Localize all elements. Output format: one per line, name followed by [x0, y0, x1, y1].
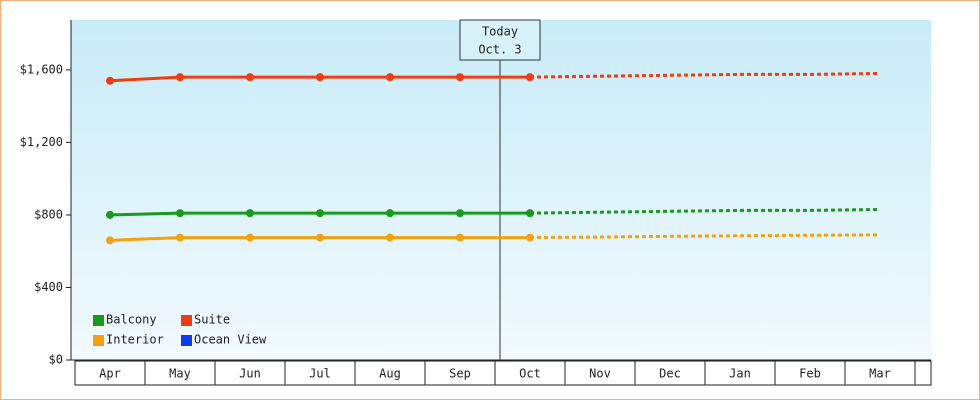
today-date: Oct. 3	[478, 43, 521, 57]
series-projection	[529, 207, 881, 215]
point	[106, 236, 114, 245]
x-tick-label: May	[169, 367, 191, 381]
legend-label: Balcony	[106, 313, 157, 327]
today-label: Today	[482, 25, 518, 39]
x-tick-label: Apr	[99, 367, 121, 381]
point	[456, 209, 464, 218]
x-tick-label: Nov	[589, 367, 611, 381]
point	[526, 233, 534, 242]
y-tick-label: $400	[34, 280, 63, 294]
legend-label: Suite	[194, 313, 230, 327]
x-tick-label: Jul	[309, 367, 331, 381]
series-projection	[529, 233, 881, 240]
x-cell	[844, 360, 916, 386]
legend-label: Ocean View	[194, 333, 267, 347]
point	[316, 233, 324, 242]
legend-swatch	[93, 315, 104, 326]
x-tick-label: Mar	[869, 367, 891, 381]
x-cell	[704, 360, 776, 386]
point	[246, 73, 254, 82]
point	[386, 209, 394, 218]
x-tick-label: Aug	[379, 367, 401, 381]
x-tick-label: Jan	[729, 367, 751, 381]
point	[176, 233, 184, 242]
x-cell	[284, 360, 356, 386]
x-tick-label: Jun	[239, 367, 261, 381]
point	[106, 76, 114, 85]
y-tick-label: $0	[49, 353, 63, 367]
point	[316, 73, 324, 82]
x-cell	[914, 360, 932, 386]
series-projection	[529, 71, 881, 79]
x-tick-label: Feb	[799, 367, 821, 381]
legend-swatch	[181, 335, 192, 346]
x-tick-label: Sep	[449, 367, 471, 381]
point	[106, 210, 114, 219]
point	[316, 209, 324, 218]
y-tick-label: $1,200	[20, 135, 63, 149]
x-tick-label: Oct	[519, 367, 541, 381]
point	[456, 233, 464, 242]
point	[176, 73, 184, 82]
point	[246, 233, 254, 242]
point	[526, 73, 534, 82]
x-cell	[564, 360, 636, 386]
point	[246, 209, 254, 218]
x-tick-label: Dec	[659, 367, 681, 381]
plot-area	[71, 20, 931, 360]
point	[526, 209, 534, 218]
legend-swatch	[181, 315, 192, 326]
x-cell	[74, 360, 146, 386]
point	[456, 73, 464, 82]
x-cell	[144, 360, 216, 386]
point	[386, 233, 394, 242]
x-cell	[354, 360, 426, 386]
y-tick-label: $1,600	[20, 62, 63, 76]
legend-label: Interior	[106, 333, 164, 347]
legend-swatch	[93, 335, 104, 346]
point	[176, 209, 184, 218]
y-tick-label: $800	[34, 207, 63, 221]
point	[386, 73, 394, 82]
x-cell	[214, 360, 286, 386]
today-box	[459, 19, 541, 61]
